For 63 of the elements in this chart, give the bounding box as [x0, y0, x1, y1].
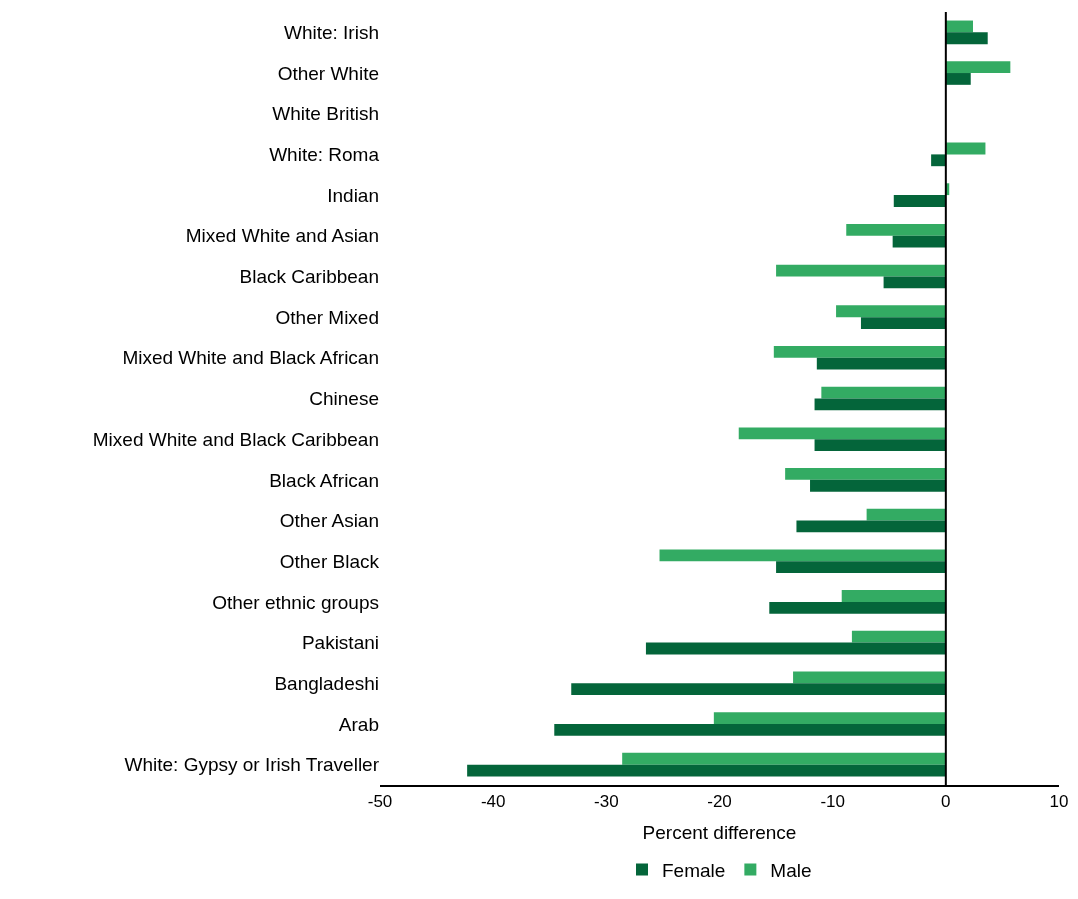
bar	[816, 357, 946, 370]
bar	[796, 520, 946, 533]
bar	[769, 601, 946, 614]
bar	[883, 276, 946, 289]
x-tick-label: -10	[820, 792, 845, 812]
x-tick-label: -20	[707, 792, 732, 812]
y-tick-label: Arab	[338, 713, 379, 735]
bar	[776, 561, 946, 574]
bar	[776, 264, 946, 277]
bar	[659, 549, 946, 562]
y-tick-label: White British	[272, 103, 379, 125]
x-tick-label: 0	[941, 792, 951, 812]
y-tick-label: Bangladeshi	[274, 672, 379, 694]
y-tick-label: Black African	[269, 469, 379, 491]
bar	[851, 630, 946, 643]
bar	[945, 32, 988, 45]
y-tick-label: Pakistani	[301, 632, 379, 654]
legend-label: Female	[662, 859, 726, 881]
bar	[554, 723, 946, 736]
y-tick-label: Other ethnic groups	[212, 591, 379, 613]
bar	[945, 61, 1011, 74]
bar	[467, 764, 946, 777]
bar	[785, 468, 946, 480]
bar	[841, 590, 946, 602]
x-tick-label: -40	[480, 792, 506, 812]
bar	[645, 642, 946, 655]
bar	[945, 73, 971, 85]
y-tick-label: Indian	[327, 184, 379, 206]
x-axis-title: Percent difference	[642, 821, 797, 843]
bar	[738, 427, 946, 440]
x-tick-label: -30	[594, 792, 619, 812]
y-tick-label: Black Caribbean	[239, 266, 379, 288]
bar	[713, 712, 946, 724]
y-tick-label: White: Gypsy or Irish Traveller	[124, 754, 380, 776]
y-tick-label: Mixed White and Black Caribbean	[92, 428, 379, 450]
y-tick-label: White: Roma	[269, 144, 380, 166]
bar	[836, 305, 946, 318]
bar	[814, 398, 946, 411]
bar	[892, 235, 946, 248]
bar	[846, 223, 946, 236]
y-tick-label: Mixed White and Asian	[185, 225, 379, 247]
bar	[945, 142, 986, 155]
bar	[866, 508, 946, 521]
x-tick-label: 10	[1049, 792, 1069, 812]
bar	[931, 154, 946, 167]
bar	[571, 683, 946, 696]
x-tick-label: -50	[367, 792, 393, 812]
bar	[860, 317, 946, 329]
y-tick-label: White: Irish	[283, 21, 379, 43]
y-tick-label: Other Black	[279, 550, 380, 572]
bar	[793, 671, 946, 684]
y-tick-label: Other Asian	[279, 510, 379, 532]
legend-label: Male	[770, 859, 812, 881]
y-tick-label: Other White	[277, 62, 379, 84]
y-tick-label: Chinese	[309, 388, 379, 410]
y-tick-label: Other Mixed	[275, 306, 379, 328]
bar	[821, 386, 946, 399]
bar	[773, 346, 946, 358]
bar	[893, 195, 946, 207]
bar	[814, 439, 946, 451]
y-tick-label: Mixed White and Black African	[122, 347, 379, 369]
bar	[622, 752, 946, 765]
bar	[810, 479, 946, 492]
